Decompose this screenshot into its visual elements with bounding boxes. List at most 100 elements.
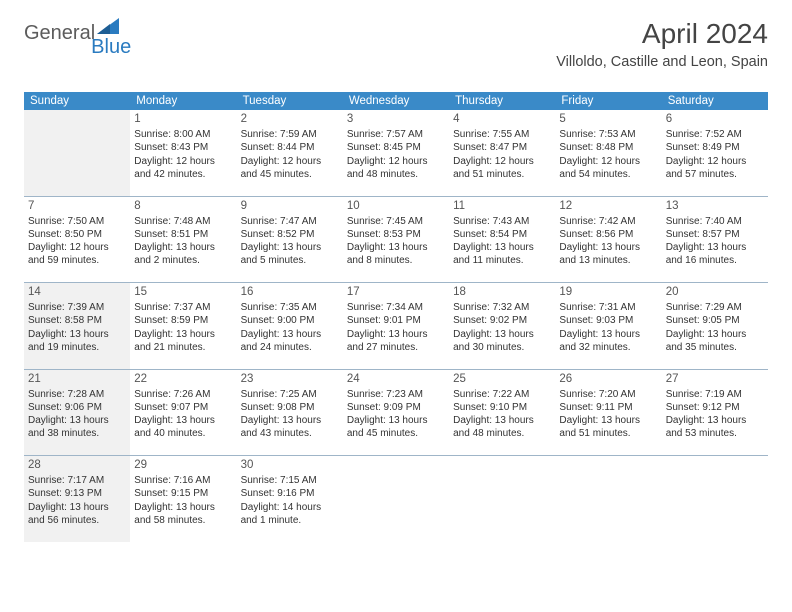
daylight-line: Daylight: 13 hours and 40 minutes. xyxy=(134,414,232,440)
sunrise-line: Sunrise: 7:37 AM xyxy=(134,301,232,314)
sunrise-line: Sunrise: 7:19 AM xyxy=(666,388,764,401)
sunrise-line: Sunrise: 7:23 AM xyxy=(347,388,445,401)
day-cell: 17Sunrise: 7:34 AMSunset: 9:01 PMDayligh… xyxy=(343,283,449,369)
day-number: 26 xyxy=(559,372,657,388)
daylight-line: Daylight: 13 hours and 24 minutes. xyxy=(241,328,339,354)
sunset-line: Sunset: 9:01 PM xyxy=(347,314,445,327)
month-year-title: April 2024 xyxy=(556,18,768,50)
day-header: Monday xyxy=(130,92,236,110)
sunrise-line: Sunrise: 7:50 AM xyxy=(28,215,126,228)
day-cell: 9Sunrise: 7:47 AMSunset: 8:52 PMDaylight… xyxy=(237,197,343,283)
day-header: Wednesday xyxy=(343,92,449,110)
day-cell: 14Sunrise: 7:39 AMSunset: 8:58 PMDayligh… xyxy=(24,283,130,369)
day-header-row: SundayMondayTuesdayWednesdayThursdayFrid… xyxy=(24,92,768,110)
sunset-line: Sunset: 9:03 PM xyxy=(559,314,657,327)
sunrise-line: Sunrise: 7:31 AM xyxy=(559,301,657,314)
day-cell: 19Sunrise: 7:31 AMSunset: 9:03 PMDayligh… xyxy=(555,283,661,369)
sunrise-line: Sunrise: 7:53 AM xyxy=(559,128,657,141)
daylight-line: Daylight: 13 hours and 32 minutes. xyxy=(559,328,657,354)
daylight-line: Daylight: 12 hours and 54 minutes. xyxy=(559,155,657,181)
sunset-line: Sunset: 9:07 PM xyxy=(134,401,232,414)
sunset-line: Sunset: 8:47 PM xyxy=(453,141,551,154)
sunrise-line: Sunrise: 7:22 AM xyxy=(453,388,551,401)
day-number: 3 xyxy=(347,112,445,128)
sunset-line: Sunset: 8:51 PM xyxy=(134,228,232,241)
sunset-line: Sunset: 8:44 PM xyxy=(241,141,339,154)
sunrise-line: Sunrise: 7:43 AM xyxy=(453,215,551,228)
sunset-line: Sunset: 8:53 PM xyxy=(347,228,445,241)
day-number: 4 xyxy=(453,112,551,128)
sunrise-line: Sunrise: 7:39 AM xyxy=(28,301,126,314)
sunrise-line: Sunrise: 7:25 AM xyxy=(241,388,339,401)
day-cell: 2Sunrise: 7:59 AMSunset: 8:44 PMDaylight… xyxy=(237,110,343,196)
daylight-line: Daylight: 12 hours and 48 minutes. xyxy=(347,155,445,181)
sunrise-line: Sunrise: 7:26 AM xyxy=(134,388,232,401)
day-header: Saturday xyxy=(662,92,768,110)
daylight-line: Daylight: 12 hours and 51 minutes. xyxy=(453,155,551,181)
day-number: 22 xyxy=(134,372,232,388)
day-cell: 29Sunrise: 7:16 AMSunset: 9:15 PMDayligh… xyxy=(130,456,236,542)
sunrise-line: Sunrise: 7:57 AM xyxy=(347,128,445,141)
sunset-line: Sunset: 8:48 PM xyxy=(559,141,657,154)
day-number: 19 xyxy=(559,285,657,301)
day-number: 30 xyxy=(241,458,339,474)
daylight-line: Daylight: 13 hours and 30 minutes. xyxy=(453,328,551,354)
sunrise-line: Sunrise: 7:20 AM xyxy=(559,388,657,401)
day-cell: 22Sunrise: 7:26 AMSunset: 9:07 PMDayligh… xyxy=(130,370,236,456)
day-cell: 15Sunrise: 7:37 AMSunset: 8:59 PMDayligh… xyxy=(130,283,236,369)
sunrise-line: Sunrise: 7:55 AM xyxy=(453,128,551,141)
day-number: 28 xyxy=(28,458,126,474)
day-number: 15 xyxy=(134,285,232,301)
day-number: 24 xyxy=(347,372,445,388)
day-cell: 24Sunrise: 7:23 AMSunset: 9:09 PMDayligh… xyxy=(343,370,449,456)
sunset-line: Sunset: 9:11 PM xyxy=(559,401,657,414)
daylight-line: Daylight: 13 hours and 53 minutes. xyxy=(666,414,764,440)
daylight-line: Daylight: 13 hours and 5 minutes. xyxy=(241,241,339,267)
sunset-line: Sunset: 9:15 PM xyxy=(134,487,232,500)
daylight-line: Daylight: 12 hours and 59 minutes. xyxy=(28,241,126,267)
empty-cell xyxy=(343,456,449,542)
brand-triangle-icon xyxy=(97,18,119,34)
sunset-line: Sunset: 8:54 PM xyxy=(453,228,551,241)
sunset-line: Sunset: 8:45 PM xyxy=(347,141,445,154)
day-cell: 3Sunrise: 7:57 AMSunset: 8:45 PMDaylight… xyxy=(343,110,449,196)
empty-cell xyxy=(662,456,768,542)
day-cell: 13Sunrise: 7:40 AMSunset: 8:57 PMDayligh… xyxy=(662,197,768,283)
day-number: 9 xyxy=(241,199,339,215)
sunrise-line: Sunrise: 7:34 AM xyxy=(347,301,445,314)
day-cell: 11Sunrise: 7:43 AMSunset: 8:54 PMDayligh… xyxy=(449,197,555,283)
sunrise-line: Sunrise: 7:59 AM xyxy=(241,128,339,141)
week-row: 21Sunrise: 7:28 AMSunset: 9:06 PMDayligh… xyxy=(24,370,768,456)
day-number: 5 xyxy=(559,112,657,128)
daylight-line: Daylight: 13 hours and 51 minutes. xyxy=(559,414,657,440)
sunset-line: Sunset: 8:49 PM xyxy=(666,141,764,154)
day-number: 6 xyxy=(666,112,764,128)
daylight-line: Daylight: 13 hours and 13 minutes. xyxy=(559,241,657,267)
sunrise-line: Sunrise: 7:17 AM xyxy=(28,474,126,487)
brand-logo: General Blue xyxy=(24,22,159,45)
sunrise-line: Sunrise: 7:35 AM xyxy=(241,301,339,314)
day-cell: 18Sunrise: 7:32 AMSunset: 9:02 PMDayligh… xyxy=(449,283,555,369)
daylight-line: Daylight: 13 hours and 56 minutes. xyxy=(28,501,126,527)
daylight-line: Daylight: 13 hours and 16 minutes. xyxy=(666,241,764,267)
calendar-table: SundayMondayTuesdayWednesdayThursdayFrid… xyxy=(24,92,768,542)
day-number: 10 xyxy=(347,199,445,215)
sunrise-line: Sunrise: 7:29 AM xyxy=(666,301,764,314)
brand-part2: Blue xyxy=(91,36,131,59)
daylight-line: Daylight: 13 hours and 58 minutes. xyxy=(134,501,232,527)
day-cell: 27Sunrise: 7:19 AMSunset: 9:12 PMDayligh… xyxy=(662,370,768,456)
day-cell: 21Sunrise: 7:28 AMSunset: 9:06 PMDayligh… xyxy=(24,370,130,456)
sunset-line: Sunset: 8:57 PM xyxy=(666,228,764,241)
daylight-line: Daylight: 14 hours and 1 minute. xyxy=(241,501,339,527)
sunrise-line: Sunrise: 7:42 AM xyxy=(559,215,657,228)
day-cell: 4Sunrise: 7:55 AMSunset: 8:47 PMDaylight… xyxy=(449,110,555,196)
day-number: 17 xyxy=(347,285,445,301)
sunrise-line: Sunrise: 7:48 AM xyxy=(134,215,232,228)
day-cell: 10Sunrise: 7:45 AMSunset: 8:53 PMDayligh… xyxy=(343,197,449,283)
day-cell: 25Sunrise: 7:22 AMSunset: 9:10 PMDayligh… xyxy=(449,370,555,456)
day-number: 29 xyxy=(134,458,232,474)
daylight-line: Daylight: 13 hours and 43 minutes. xyxy=(241,414,339,440)
daylight-line: Daylight: 13 hours and 8 minutes. xyxy=(347,241,445,267)
sunrise-line: Sunrise: 7:45 AM xyxy=(347,215,445,228)
daylight-line: Daylight: 13 hours and 48 minutes. xyxy=(453,414,551,440)
